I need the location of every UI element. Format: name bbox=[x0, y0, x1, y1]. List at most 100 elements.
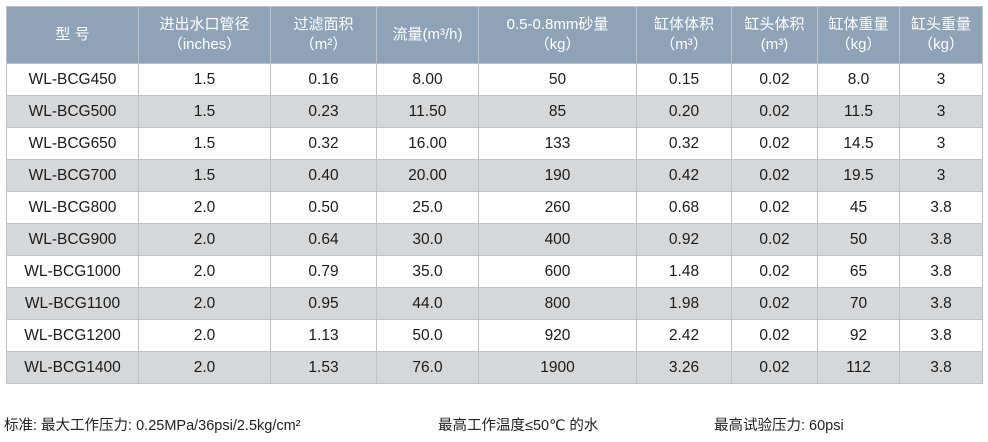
header-row: 型 号 进出水口管径 （inches） 过滤面积 （m²） 流量(m³/h) 0.5-0.8… bbox=[6, 6, 983, 64]
table-cell-tank-volume: 0.68 bbox=[636, 191, 732, 224]
table-cell-tank-weight: 70 bbox=[817, 287, 900, 320]
table-cell-flow-rate: 50.0 bbox=[376, 319, 479, 352]
table-cell-filter-area: 0.50 bbox=[270, 191, 377, 224]
table-cell-tank-volume: 0.15 bbox=[636, 63, 732, 96]
column-header-unit: (m³) bbox=[760, 36, 789, 53]
column-header-unit: （inches） bbox=[167, 36, 242, 53]
column-header-unit: （m³） bbox=[660, 36, 708, 53]
table-cell-head-weight: 3 bbox=[899, 159, 983, 192]
table-cell-sand-amount: 50 bbox=[478, 63, 637, 96]
table-row: WL-BCG700 1.5 0.40 20.00 190 0.42 0.02 19.5 3 bbox=[6, 159, 983, 192]
column-header-tank-volume: 缸体体积 （m³） bbox=[636, 6, 732, 64]
table-cell-tank-weight: 112 bbox=[817, 351, 900, 384]
column-header-label: 过滤面积 bbox=[293, 16, 354, 33]
table-cell-inlet-outlet-diameter: 1.5 bbox=[138, 95, 271, 128]
table-cell-inlet-outlet-diameter: 1.5 bbox=[138, 159, 271, 192]
column-header-filter-area: 过滤面积 （m²） bbox=[270, 6, 377, 64]
table-cell-filter-area: 0.16 bbox=[270, 63, 377, 96]
table-cell-flow-rate: 25.0 bbox=[376, 191, 479, 224]
column-header-label: 缸体重量 bbox=[828, 16, 889, 33]
table-cell-tank-weight: 14.5 bbox=[817, 127, 900, 160]
table-cell-filter-area: 0.23 bbox=[270, 95, 377, 128]
table-cell-flow-rate: 35.0 bbox=[376, 255, 479, 288]
table-cell-model: WL-BCG650 bbox=[6, 127, 139, 160]
table-cell-sand-amount: 85 bbox=[478, 95, 637, 128]
table-cell-inlet-outlet-diameter: 2.0 bbox=[138, 351, 271, 384]
table-cell-flow-rate: 16.00 bbox=[376, 127, 479, 160]
table-cell-inlet-outlet-diameter: 2.0 bbox=[138, 255, 271, 288]
table-cell-sand-amount: 600 bbox=[478, 255, 637, 288]
table-cell-tank-volume: 0.92 bbox=[636, 223, 732, 256]
table-cell-filter-area: 0.79 bbox=[270, 255, 377, 288]
column-header-head-weight: 缸头重量 （kg） bbox=[899, 6, 983, 64]
table-row: WL-BCG1200 2.0 1.13 50.0 920 2.42 0.02 92 3.8 bbox=[6, 319, 983, 352]
table-cell-tank-volume: 1.98 bbox=[636, 287, 732, 320]
table-cell-head-weight: 3.8 bbox=[899, 319, 983, 352]
table-cell-filter-area: 0.95 bbox=[270, 287, 377, 320]
table-cell-tank-weight: 8.0 bbox=[817, 63, 900, 96]
table-cell-tank-volume: 0.20 bbox=[636, 95, 732, 128]
table-cell-sand-amount: 133 bbox=[478, 127, 637, 160]
table-cell-head-weight: 3.8 bbox=[899, 351, 983, 384]
column-header-sand-amount: 0.5-0.8mm砂量 （kg） bbox=[478, 6, 637, 64]
table-cell-model: WL-BCG800 bbox=[6, 191, 139, 224]
table-cell-model: WL-BCG1100 bbox=[6, 287, 139, 320]
table-cell-tank-weight: 19.5 bbox=[817, 159, 900, 192]
table-row: WL-BCG1400 2.0 1.53 76.0 1900 3.26 0.02 112 3.8 bbox=[6, 351, 983, 384]
table-cell-tank-weight: 65 bbox=[817, 255, 900, 288]
table-cell-model: WL-BCG1200 bbox=[6, 319, 139, 352]
table-cell-filter-area: 0.40 bbox=[270, 159, 377, 192]
table-cell-tank-volume: 2.42 bbox=[636, 319, 732, 352]
table-cell-head-weight: 3.8 bbox=[899, 191, 983, 224]
table-cell-head-volume: 0.02 bbox=[731, 159, 818, 192]
column-header-label: 缸体体积 bbox=[653, 16, 714, 33]
column-header-label: 0.5-0.8mm砂量 bbox=[506, 16, 609, 33]
table-cell-filter-area: 0.64 bbox=[270, 223, 377, 256]
table-cell-head-weight: 3 bbox=[899, 63, 983, 96]
spec-table: 型 号 进出水口管径 （inches） 过滤面积 （m²） 流量(m³/h) 0.5-0.8… bbox=[6, 6, 983, 384]
table-cell-sand-amount: 920 bbox=[478, 319, 637, 352]
table-cell-head-volume: 0.02 bbox=[731, 255, 818, 288]
table-cell-model: WL-BCG700 bbox=[6, 159, 139, 192]
table-cell-inlet-outlet-diameter: 1.5 bbox=[138, 127, 271, 160]
footer-test-pressure: 最高试验压力: 60psi bbox=[714, 418, 844, 434]
column-header-flow-rate: 流量(m³/h) bbox=[376, 6, 479, 64]
table-cell-sand-amount: 190 bbox=[478, 159, 637, 192]
column-header-unit: （kg） bbox=[835, 36, 882, 53]
table-cell-flow-rate: 76.0 bbox=[376, 351, 479, 384]
column-header-unit: （kg） bbox=[534, 36, 581, 53]
table-cell-flow-rate: 20.00 bbox=[376, 159, 479, 192]
column-header-inlet-outlet-diameter: 进出水口管径 （inches） bbox=[138, 6, 271, 64]
table-row: WL-BCG450 1.5 0.16 8.00 50 0.15 0.02 8.0 3 bbox=[6, 63, 983, 96]
table-cell-head-volume: 0.02 bbox=[731, 223, 818, 256]
table-cell-head-volume: 0.02 bbox=[731, 127, 818, 160]
table-cell-inlet-outlet-diameter: 1.5 bbox=[138, 63, 271, 96]
table-row: WL-BCG900 2.0 0.64 30.0 400 0.92 0.02 50 3.8 bbox=[6, 223, 983, 256]
table-cell-model: WL-BCG1000 bbox=[6, 255, 139, 288]
table-cell-head-weight: 3.8 bbox=[899, 287, 983, 320]
table-body: WL-BCG450 1.5 0.16 8.00 50 0.15 0.02 8.0 3 WL-BCG… bbox=[6, 63, 983, 384]
table-row: WL-BCG1000 2.0 0.79 35.0 600 1.48 0.02 65 3.8 bbox=[6, 255, 983, 288]
table-cell-model: WL-BCG500 bbox=[6, 95, 139, 128]
table-cell-tank-weight: 92 bbox=[817, 319, 900, 352]
table-cell-head-volume: 0.02 bbox=[731, 287, 818, 320]
table-cell-sand-amount: 800 bbox=[478, 287, 637, 320]
column-header-label: 流量(m³/h) bbox=[392, 26, 463, 43]
table-cell-model: WL-BCG450 bbox=[6, 63, 139, 96]
table-cell-head-volume: 0.02 bbox=[731, 191, 818, 224]
table-cell-sand-amount: 1900 bbox=[478, 351, 637, 384]
column-header-unit: （m²） bbox=[299, 36, 348, 53]
table-cell-filter-area: 1.53 bbox=[270, 351, 377, 384]
table-cell-inlet-outlet-diameter: 2.0 bbox=[138, 319, 271, 352]
table-cell-head-volume: 0.02 bbox=[731, 351, 818, 384]
table-cell-sand-amount: 400 bbox=[478, 223, 637, 256]
table-row: WL-BCG650 1.5 0.32 16.00 133 0.32 0.02 14.5 3 bbox=[6, 127, 983, 160]
table-cell-head-volume: 0.02 bbox=[731, 319, 818, 352]
column-header-head-volume: 缸头体积 (m³) bbox=[731, 6, 818, 64]
table-row: WL-BCG1100 2.0 0.95 44.0 800 1.98 0.02 70 3.8 bbox=[6, 287, 983, 320]
table-cell-tank-weight: 50 bbox=[817, 223, 900, 256]
table-cell-inlet-outlet-diameter: 2.0 bbox=[138, 223, 271, 256]
table-cell-flow-rate: 44.0 bbox=[376, 287, 479, 320]
footer-standard: 标准: 最大工作压力: 0.25MPa/36psi/2.5kg/cm² bbox=[4, 418, 301, 434]
table-cell-tank-volume: 3.26 bbox=[636, 351, 732, 384]
